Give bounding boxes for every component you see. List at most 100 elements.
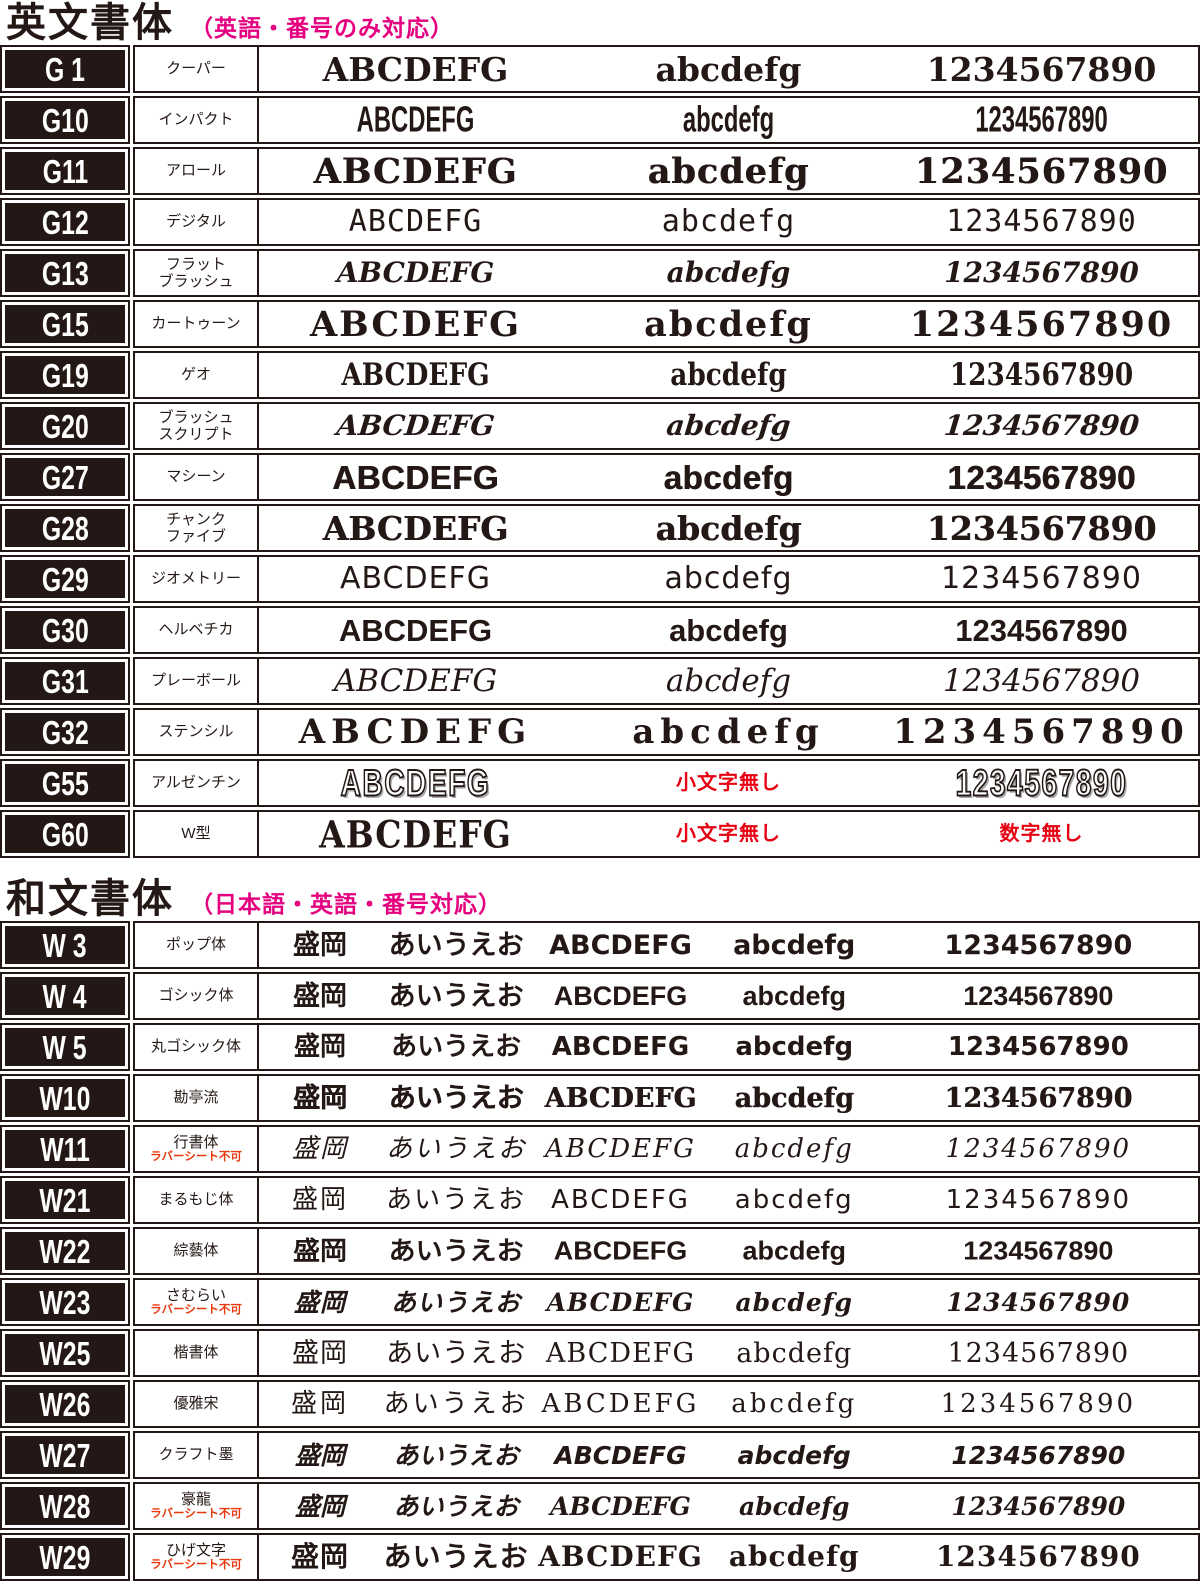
- font-row-body: プレーボール ABCDEFG abcdefg 1234567890: [133, 657, 1200, 705]
- font-row: W22 綜藝体 盛岡 あいうえお ABCDEFG abcdefg 1234567…: [0, 1227, 1200, 1275]
- font-name-cell: プレーボール: [135, 659, 259, 703]
- font-row: W10 勘亭流 盛岡 あいうえお ABCDEFG abcdefg 1234567…: [0, 1074, 1200, 1122]
- section-english-fonts: 英文書体 （英語・番号のみ対応） G 1 クーパー ABCDEFG abcdef…: [0, 3, 1200, 858]
- sample-digits: 1234567890: [893, 712, 1190, 752]
- sample-lowercase: abcdefg: [666, 256, 791, 289]
- font-row-body: 丸ゴシック体 盛岡 あいうえお ABCDEFG abcdefg 12345678…: [133, 1023, 1200, 1071]
- section-japanese-header: 和文書体 （日本語・英語・番号対応）: [0, 861, 1200, 921]
- rubber-sheet-warning: ラバーシート不可: [150, 1559, 242, 1572]
- font-samples: 盛岡 あいうえお ABCDEFG abcdefg 1234567890: [259, 1484, 1198, 1528]
- font-row-body: クラフト墨 盛岡 あいうえお ABCDEFG abcdefg 123456789…: [133, 1431, 1200, 1479]
- sample-lowercase: abcdefg: [738, 1491, 850, 1521]
- sample-digits: 1234567890: [946, 204, 1137, 239]
- sample-kanji: 盛岡: [293, 929, 348, 961]
- sample-kana: あいうえお: [388, 1082, 524, 1114]
- font-name: デジタル: [166, 213, 226, 231]
- font-samples: ABCDEFG abcdefg 1234567890: [259, 557, 1198, 601]
- font-row-body: 楷書体 盛岡 あいうえお ABCDEFG abcdefg 1234567890: [133, 1329, 1200, 1377]
- font-name-cell: まるもじ体: [135, 1178, 259, 1222]
- font-samples: ABCDEFG abcdefg 1234567890: [259, 455, 1198, 499]
- font-name: インパクト: [158, 111, 234, 129]
- sample-uppercase: ABCDEFG: [538, 1540, 703, 1573]
- sample-kana: あいうえお: [393, 1491, 519, 1521]
- font-name: プレーボール: [150, 672, 241, 690]
- font-name: 綜藝体: [173, 1242, 219, 1260]
- font-name: クラフト墨: [158, 1446, 234, 1464]
- font-code-label: W 3: [42, 926, 88, 964]
- font-code-label: G31: [41, 662, 89, 700]
- font-row: G31 プレーボール ABCDEFG abcdefg 1234567890: [0, 657, 1200, 705]
- font-row-body: まるもじ体 盛岡 あいうえお ABCDEFG abcdefg 123456789…: [133, 1176, 1200, 1224]
- font-row-body: 綜藝体 盛岡 あいうえお ABCDEFG abcdefg 1234567890: [133, 1227, 1200, 1275]
- font-name-cell: フラット ブラッシュ: [135, 251, 259, 295]
- font-name-cell: 行書体 ラバーシート不可: [135, 1127, 259, 1171]
- sample-uppercase: ABCDEFG: [545, 1134, 696, 1164]
- font-code-badge: G11: [0, 147, 130, 195]
- font-row-body: ゲオ ABCDEFG abcdefg 1234567890: [133, 351, 1200, 399]
- sample-digits: 1234567890: [947, 1337, 1130, 1369]
- font-samples: 盛岡 あいうえお ABCDEFG abcdefg 1234567890: [259, 974, 1198, 1018]
- font-row: G60 W型 ABCDEFG 小文字無し 数字無し: [0, 810, 1200, 858]
- font-samples: ABCDEFG abcdefg 1234567890: [259, 353, 1198, 397]
- sample-digits: 1234567890: [935, 1540, 1141, 1573]
- font-code-badge: G10: [0, 96, 130, 144]
- font-name-cell: マシーン: [135, 455, 259, 499]
- sample-uppercase: ABCDEFG: [333, 662, 498, 699]
- font-code-label: G12: [41, 203, 89, 241]
- font-code-label: G11: [42, 152, 88, 190]
- sample-lowercase: abcdefg: [647, 150, 810, 192]
- font-name: ステンシル: [158, 723, 234, 741]
- font-row: W 3 ポップ体 盛岡 あいうえお ABCDEFG abcdefg 123456…: [0, 921, 1200, 969]
- section-subtitle: （日本語・英語・番号対応）: [190, 891, 502, 917]
- sample-lowercase: abcdefg: [669, 612, 788, 648]
- font-row-body: 勘亭流 盛岡 あいうえお ABCDEFG abcdefg 1234567890: [133, 1074, 1200, 1122]
- font-name: ブラッシュ スクリプト: [158, 408, 234, 443]
- sample-uppercase: ABCDEFG: [340, 762, 491, 804]
- sample-digits: 1234567890: [914, 150, 1169, 192]
- font-samples: ABCDEFG abcdefg 1234567890: [259, 251, 1198, 295]
- sample-lowercase: abcdefg: [663, 458, 794, 496]
- font-samples: ABCDEFG abcdefg 1234567890: [259, 200, 1198, 244]
- font-samples: 盛岡 あいうえお ABCDEFG abcdefg 1234567890: [259, 1076, 1198, 1120]
- font-code-badge: W11: [0, 1125, 130, 1173]
- sample-lowercase: abcdefg: [731, 1389, 858, 1419]
- font-name-cell: カートゥーン: [135, 302, 259, 346]
- font-row: W 5 丸ゴシック体 盛岡 あいうえお ABCDEFG abcdefg 1234…: [0, 1023, 1200, 1071]
- font-code-label: W 5: [42, 1028, 88, 1066]
- font-code-badge: W10: [0, 1074, 130, 1122]
- font-row-body: ブラッシュ スクリプト ABCDEFG abcdefg 1234567890: [133, 402, 1200, 450]
- font-name-cell: 豪龍 ラバーシート不可: [135, 1484, 259, 1528]
- font-samples: ABCDEFG abcdefg 1234567890: [259, 149, 1198, 193]
- font-row-body: W型 ABCDEFG 小文字無し 数字無し: [133, 810, 1200, 858]
- font-name-cell: ステンシル: [135, 710, 259, 754]
- sample-kanji: 盛岡: [293, 980, 348, 1011]
- sample-lowercase: abcdefg: [735, 1032, 854, 1062]
- font-row: G29 ジオメトリー ABCDEFG abcdefg 1234567890: [0, 555, 1200, 603]
- sample-digits: 1234567890: [942, 662, 1141, 699]
- font-code-badge: W26: [0, 1380, 130, 1428]
- sample-uppercase: ABCDEFG: [336, 256, 495, 289]
- font-samples: 盛岡 あいうえお ABCDEFG abcdefg 1234567890: [259, 1178, 1198, 1222]
- font-name-cell: アロール: [135, 149, 259, 193]
- font-row: W28 豪龍 ラバーシート不可 盛岡 あいうえお ABCDEFG abcdefg…: [0, 1482, 1200, 1530]
- font-name: ヘルベチカ: [158, 621, 234, 639]
- font-code-badge: W 3: [0, 921, 130, 969]
- sample-uppercase: ABCDEFG: [339, 561, 492, 596]
- font-samples: ABCDEFG abcdefg 1234567890: [259, 302, 1198, 346]
- font-samples: ABCDEFG 小文字無し 1234567890: [259, 761, 1198, 805]
- sample-lowercase: abcdefg: [735, 1287, 853, 1317]
- font-row-body: フラット ブラッシュ ABCDEFG abcdefg 1234567890: [133, 249, 1200, 297]
- font-row-body: アロール ABCDEFG abcdefg 1234567890: [133, 147, 1200, 195]
- font-name-cell: インパクト: [135, 98, 259, 142]
- font-name-cell: ポップ体: [135, 923, 259, 967]
- font-code-badge: G20: [0, 402, 130, 450]
- sample-digits: 1234567890: [944, 929, 1133, 961]
- font-row: G12 デジタル ABCDEFG abcdefg 1234567890: [0, 198, 1200, 246]
- font-name: クーパー: [166, 60, 226, 78]
- font-code-label: G28: [41, 509, 89, 547]
- font-samples: 盛岡 あいうえお ABCDEFG abcdefg 1234567890: [259, 1127, 1198, 1171]
- sample-uppercase: ABCDEFG: [544, 1082, 697, 1114]
- font-samples: ABCDEFG abcdefg 1234567890: [259, 506, 1198, 550]
- sample-uppercase: ABCDEFG: [550, 1491, 691, 1521]
- font-row-body: 豪龍 ラバーシート不可 盛岡 あいうえお ABCDEFG abcdefg 123…: [133, 1482, 1200, 1530]
